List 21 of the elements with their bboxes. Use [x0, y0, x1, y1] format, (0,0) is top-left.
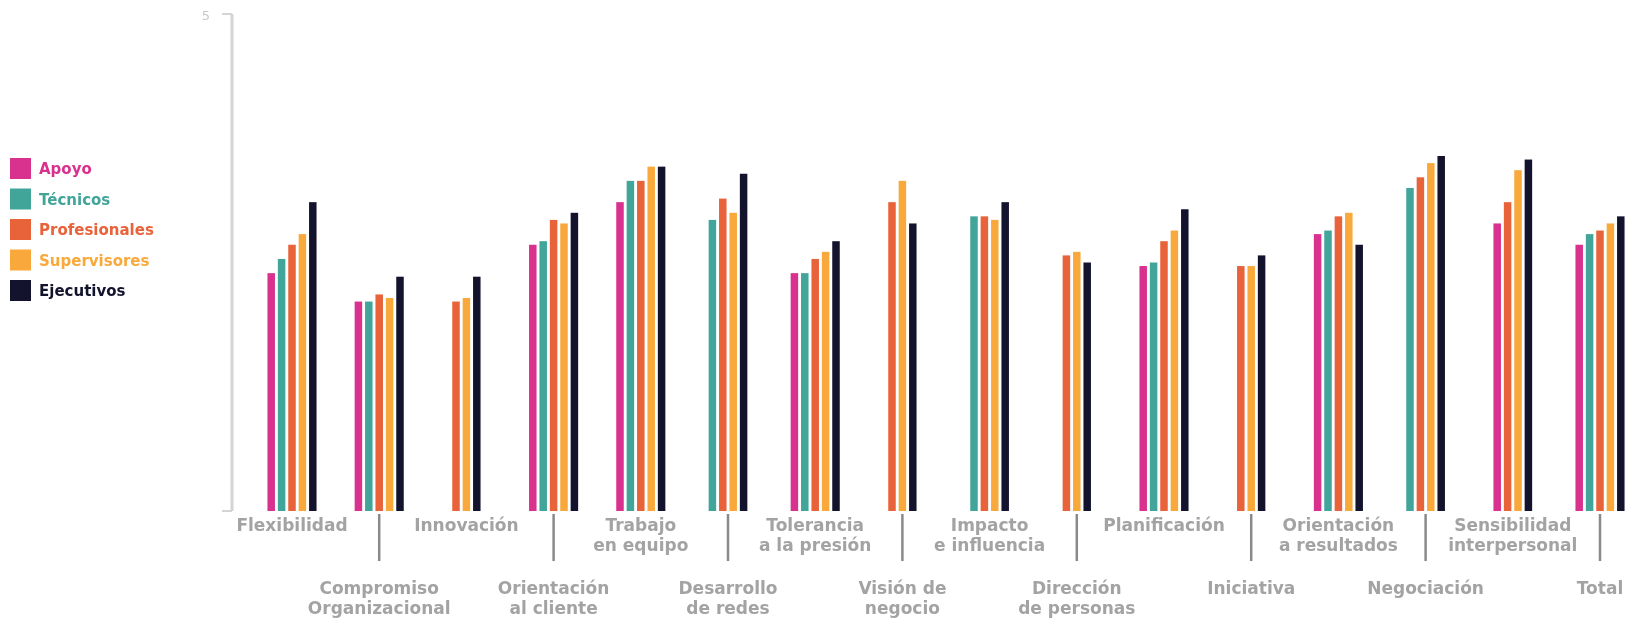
- legend-label: Supervisores: [39, 251, 150, 270]
- x-tick-label: Trabajo en equipo: [593, 515, 689, 555]
- legend-label: Técnicos: [39, 190, 111, 209]
- x-tick-label: Orientación a resultados: [1278, 515, 1398, 555]
- x-tick-label: Total: [1576, 578, 1624, 598]
- x-tick-label: Negociación: [1367, 578, 1484, 598]
- x-tick-label: Tolerancia a la presión: [758, 515, 872, 555]
- legend-label: Ejecutivos: [39, 282, 126, 300]
- x-tick-label: Impacto e influencia: [934, 515, 1046, 555]
- x-tick-label: Dirección de personas: [1018, 578, 1136, 618]
- x-tick-label: Orientación al cliente: [497, 578, 610, 618]
- x-tick-label: Sensibilidad interpersonal: [1448, 515, 1578, 555]
- x-tick-label: Innovación: [414, 515, 519, 535]
- x-tick-label: Iniciativa: [1207, 578, 1296, 598]
- x-tick-label: Desarrollo de redes: [678, 578, 778, 618]
- x-tick-label: Flexibilidad: [236, 515, 348, 535]
- x-tick-label: Planificación: [1103, 515, 1225, 535]
- legend-label: Profesionales: [39, 221, 154, 239]
- x-tick-label: Compromiso Organizacional: [307, 578, 451, 618]
- x-tick-label: Visión de negocio: [858, 578, 947, 618]
- legend-label: Apoyo: [39, 160, 92, 178]
